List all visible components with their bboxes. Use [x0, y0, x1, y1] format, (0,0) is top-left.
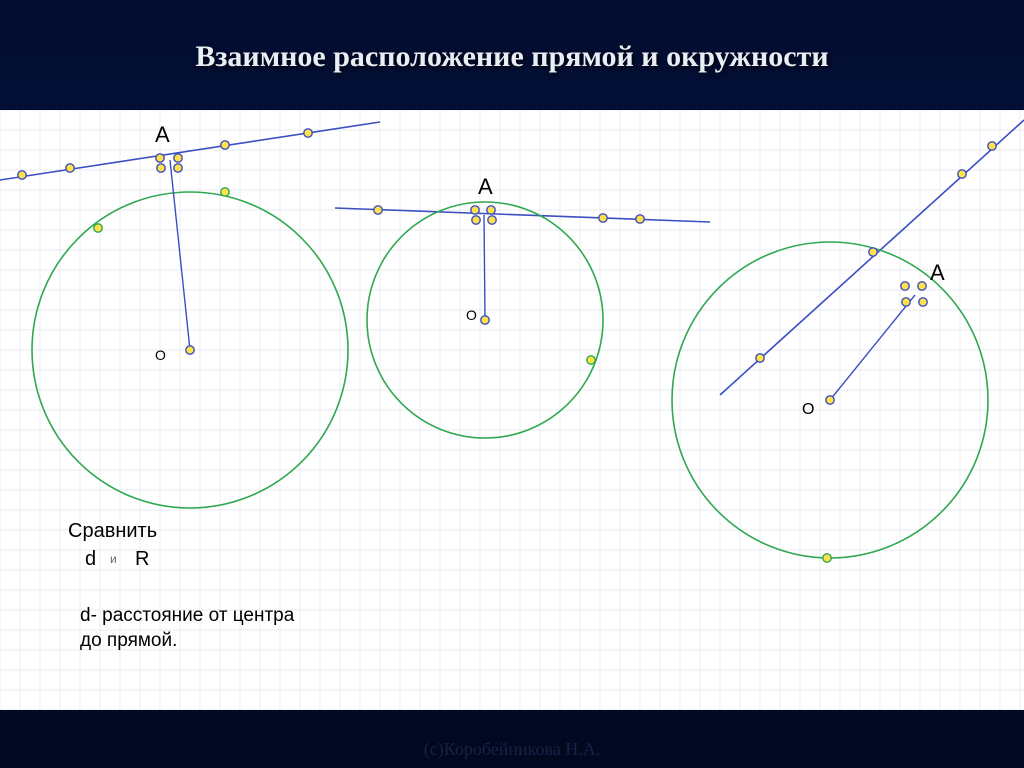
slide-title-text: Взаимное расположение прямой и окружност… — [195, 40, 828, 73]
point-marker — [958, 170, 966, 178]
point-label: O — [155, 347, 166, 363]
point-marker — [174, 164, 182, 172]
point-marker — [826, 396, 834, 404]
point-marker — [66, 164, 74, 172]
point-label: A — [155, 122, 170, 147]
caption-compare: Сравнить — [68, 520, 157, 543]
point-marker — [918, 282, 926, 290]
caption-def2: до прямой. — [80, 630, 177, 652]
point-marker — [221, 141, 229, 149]
secant-line — [0, 122, 380, 180]
point-marker — [919, 298, 927, 306]
point-marker — [94, 224, 102, 232]
caption-r: R — [135, 548, 149, 571]
point-marker — [902, 298, 910, 306]
point-marker — [988, 142, 996, 150]
point-marker — [487, 206, 495, 214]
point-marker — [587, 356, 595, 364]
diagram-area: A O A O A O Сравнить d и R d- расстояние от ц… — [0, 110, 1024, 710]
caption-and: и — [110, 552, 117, 566]
point-marker — [221, 188, 229, 196]
point-marker — [869, 248, 877, 256]
point-marker — [636, 215, 644, 223]
point-marker — [157, 164, 165, 172]
point-label: O — [466, 307, 477, 323]
point-marker — [156, 154, 164, 162]
radius-line — [830, 295, 915, 400]
point-marker — [488, 216, 496, 224]
caption-def1: d- расстояние от центра — [80, 605, 294, 627]
point-marker — [599, 214, 607, 222]
caption-d: d — [85, 548, 96, 571]
point-marker — [823, 554, 831, 562]
point-label: A — [478, 174, 493, 199]
point-marker — [18, 171, 26, 179]
point-label: O — [802, 401, 814, 418]
secant-line — [720, 120, 1024, 395]
radius-line — [170, 160, 190, 350]
point-marker — [901, 282, 909, 290]
point-marker — [756, 354, 764, 362]
point-marker — [471, 206, 479, 214]
point-marker — [304, 129, 312, 137]
point-label: A — [930, 260, 945, 285]
point-marker — [186, 346, 194, 354]
slide-title: Взаимное расположение прямой и окружност… — [0, 40, 1024, 74]
radius-line — [484, 215, 485, 320]
secant-line — [335, 208, 710, 222]
point-marker — [481, 316, 489, 324]
footer-text: (c)Коробейникова Н.А. — [0, 739, 1024, 760]
point-marker — [174, 154, 182, 162]
point-marker — [374, 206, 382, 214]
point-marker — [472, 216, 480, 224]
